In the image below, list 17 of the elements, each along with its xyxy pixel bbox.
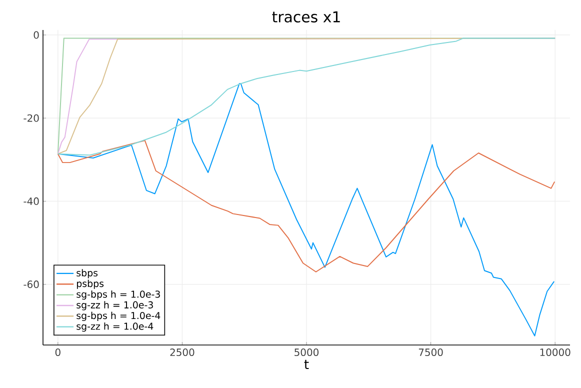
x-tick-label: 5000 bbox=[294, 348, 319, 356]
legend-label: sg-bps h = 1.0e-3 bbox=[76, 290, 160, 300]
y-tick-label: -60 bbox=[24, 280, 39, 288]
legend-label: sg-bps h = 1.0e-4 bbox=[76, 312, 160, 321]
legend-label: sbps bbox=[76, 269, 98, 278]
x-tick-label: 10000 bbox=[540, 348, 570, 356]
y-tick-label: -20 bbox=[24, 114, 39, 122]
x-tick-label: 0 bbox=[55, 348, 60, 356]
chart-title: traces x1 bbox=[272, 11, 340, 22]
x-axis-title: t bbox=[304, 360, 309, 369]
legend-label: sg-zz h = 1.0e-3 bbox=[76, 301, 153, 310]
x-tick-label: 7500 bbox=[418, 348, 443, 356]
legend-label: psbps bbox=[76, 280, 104, 289]
y-tick-label: -40 bbox=[24, 197, 39, 205]
x-tick-label: 2500 bbox=[170, 348, 194, 356]
y-tick-label: 0 bbox=[34, 31, 39, 39]
legend-label: sg-zz h = 1.0e-4 bbox=[76, 322, 154, 332]
